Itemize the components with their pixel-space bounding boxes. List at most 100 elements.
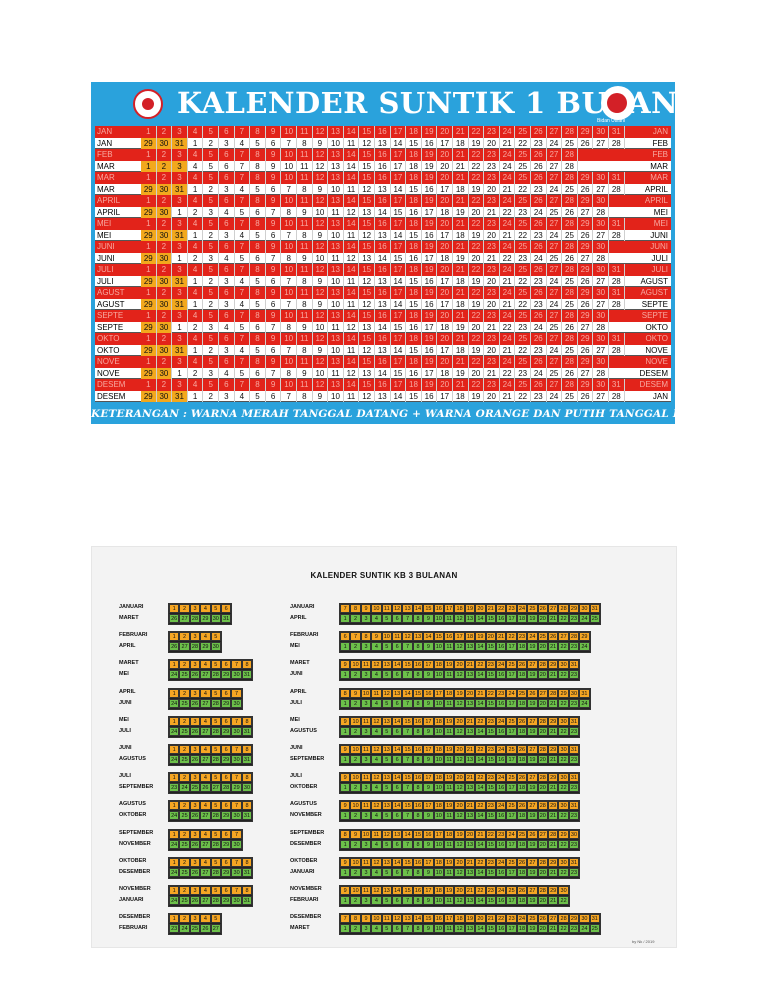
return-date-cell: 21	[548, 839, 559, 849]
injection-date-cell: 3	[189, 688, 201, 698]
injection-date-cell: 12	[371, 857, 382, 867]
injection-date-cell: 13	[381, 801, 392, 811]
return-date-cell: 4	[371, 924, 382, 934]
date-cell: 7	[235, 149, 251, 161]
return-date-cell: 26	[169, 642, 180, 652]
injection-date-cell: 23	[485, 716, 496, 726]
month-label: DESEM	[97, 380, 126, 389]
date-cell: 28	[609, 183, 625, 195]
date-cell: 22	[500, 321, 516, 333]
return-date-cell: 10	[433, 614, 444, 623]
date-cell: 12	[313, 195, 329, 207]
date-cell: 2	[188, 206, 204, 218]
return-date-cell: 31	[241, 867, 253, 877]
injection-date-cell: 9	[360, 604, 372, 613]
return-date-cell: 22	[558, 642, 569, 652]
date-cell: 27	[578, 367, 594, 379]
return-date-cell: 30	[231, 726, 242, 736]
return-date-cell: 17	[506, 783, 517, 793]
date-cell: 19	[422, 287, 438, 299]
date-cell: 5	[250, 183, 266, 195]
return-date-cell: 7	[402, 896, 413, 905]
return-row: SEPTE 29 30 1 2 3 4 5 6 7 8 9 10 11 12 13 14 15 16 17 18 19 20…	[95, 321, 671, 333]
date-box: 7 8 9 10 11 12 13 14 15 16 17 18 19 20 21 22 23 24 25 26 27 2…	[339, 603, 601, 625]
arrival-row: FEB 1 2 3 4 5 6 7 8 9 10 11 12 13 14 15 16 17 18 19 20 21 22 23…	[95, 149, 671, 161]
return-date-cell: 29	[141, 298, 157, 310]
return-date-cell: 3	[360, 614, 372, 623]
date-cell: 30	[593, 172, 609, 184]
injection-date-cell: 23	[485, 773, 496, 783]
injection-date-cell: 25	[527, 914, 538, 924]
return-date-cell: 29	[141, 367, 157, 379]
date-cell: 17	[437, 229, 453, 241]
date-cell: 7	[235, 172, 251, 184]
date-cell: 4	[188, 195, 204, 207]
date-cell: 4	[188, 264, 204, 276]
date-cell: 20	[484, 390, 500, 402]
date-cell: 7	[281, 137, 297, 149]
date-cell: 24	[500, 195, 516, 207]
date-cell: 27	[547, 379, 563, 391]
return-date-cell: 22	[558, 783, 569, 793]
date-cell: 1	[172, 321, 188, 333]
date-cell: 8	[250, 195, 266, 207]
injection-date-cell: 3	[189, 829, 201, 839]
injection-date-cell: 21	[485, 914, 496, 924]
date-cell: 3	[172, 126, 188, 138]
date-cell: 6	[219, 218, 235, 230]
month-label-right: MEI	[653, 207, 668, 217]
three-month-injection-calendar: KALENDER SUNTIK KB 3 BULANAN JANUARI MARE…	[91, 546, 677, 948]
date-cell: 5	[235, 252, 251, 264]
return-date-cell: 26	[169, 614, 180, 623]
calendar-header: KALENDER SUNTIK 1 BULAN Bidan Utilani	[91, 82, 678, 126]
date-cell: 14	[344, 287, 360, 299]
date-cell: 20	[469, 367, 485, 379]
return-row: DESEM 29 30 31 1 2 3 4 5 6 7 8 9 10 11 12 13 14 15 16 17 18 19…	[95, 390, 671, 402]
return-date-cell: 6	[392, 811, 403, 821]
date-cell: 16	[375, 356, 391, 368]
date-cell: 22	[500, 252, 516, 264]
return-date-cell: 5	[381, 670, 392, 680]
return-date-cell: 1	[340, 726, 351, 736]
return-month-label: DESEMBER	[119, 868, 151, 875]
date-cell: 24	[500, 218, 516, 230]
return-date-cell: 3	[360, 698, 372, 708]
return-date-cell: 25	[589, 924, 600, 934]
return-date-cell: 21	[548, 670, 559, 680]
return-date-cell: 17	[506, 642, 517, 652]
injection-date-cell: 10	[350, 801, 361, 811]
date-cell: 28	[609, 137, 625, 149]
return-date-cell: 29	[141, 344, 157, 356]
date-cell: 10	[328, 183, 344, 195]
date-cell: 2	[157, 195, 173, 207]
month-label-right: MAR	[650, 161, 668, 171]
date-cell: 2	[157, 287, 173, 299]
date-cell: 3	[219, 229, 235, 241]
return-date-cell: 20	[537, 896, 548, 905]
return-date-cell: 19	[527, 811, 538, 821]
return-date-cell: 22	[558, 811, 569, 821]
date-cell: 10	[281, 195, 297, 207]
date-cell: 22	[500, 206, 516, 218]
injection-date-cell: 30	[558, 773, 569, 783]
injection-date-cell: 9	[340, 886, 351, 895]
injection-date-cell: 9	[371, 632, 382, 642]
injection-date-cell: 12	[381, 829, 392, 839]
date-cell: 11	[328, 367, 344, 379]
injection-date-cell: 23	[485, 745, 496, 754]
date-cell: 17	[391, 172, 407, 184]
injection-date-cell: 14	[402, 829, 413, 839]
injection-date-cell: 23	[496, 829, 507, 839]
return-date-cell: 27	[200, 726, 211, 736]
return-date-cell: 17	[506, 811, 517, 821]
return-date-cell: 28	[210, 867, 221, 877]
return-date-cell: 15	[485, 670, 496, 680]
return-date-cell: 13	[464, 755, 476, 764]
injection-date-cell: 19	[444, 660, 455, 670]
date-cell: 18	[453, 298, 469, 310]
injection-date-cell: 7	[231, 745, 242, 754]
date-cell: 19	[422, 126, 438, 138]
date-cell: 8	[281, 321, 297, 333]
date-cell: 12	[313, 310, 329, 322]
return-row: OKTO 29 30 31 1 2 3 4 5 6 7 8 9 10 11 12 13 14 15 16 17 18 19 2…	[95, 344, 671, 356]
